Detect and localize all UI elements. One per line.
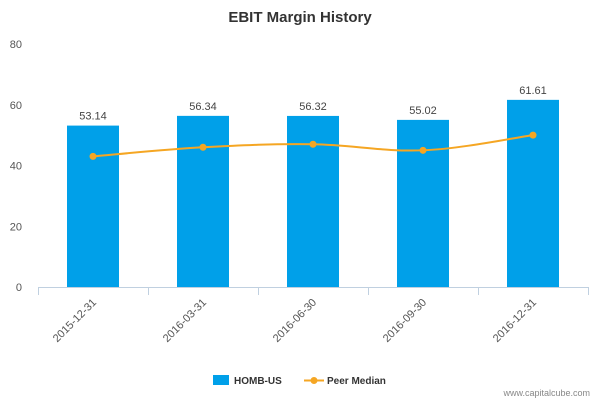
data-label: 61.61	[519, 85, 547, 97]
y-tick-label: 80	[10, 39, 22, 51]
data-labels: 53.14 56.34 56.32 55.02 61.61	[79, 85, 547, 123]
legend: HOMB-US Peer Median	[213, 375, 386, 387]
y-tick-label: 20	[10, 221, 22, 233]
peer-median-point	[309, 140, 317, 148]
bar	[507, 99, 559, 288]
x-axis: 2015-12-31 2016-03-31 2016-06-30 2016-09-30…	[38, 287, 589, 345]
x-tick-label: 2015-12-31	[51, 297, 99, 345]
legend-swatch-marker	[310, 377, 318, 384]
legend-label-bar: HOMB-US	[234, 376, 282, 387]
data-label: 56.34	[189, 101, 217, 113]
bar	[177, 115, 229, 287]
x-tick-label: 2016-12-31	[491, 297, 539, 345]
peer-median-point	[199, 143, 207, 151]
legend-swatch-bar	[213, 375, 229, 385]
bar-series	[67, 99, 559, 288]
data-label: 55.02	[409, 105, 437, 117]
y-tick-label: 40	[10, 161, 22, 173]
data-label: 53.14	[79, 111, 107, 123]
y-axis: 0 20 40 60 80	[10, 39, 22, 294]
peer-median-point	[529, 131, 537, 139]
line-series	[89, 131, 537, 160]
x-tick-label: 2016-06-30	[271, 297, 319, 345]
x-tick-label: 2016-09-30	[381, 297, 429, 345]
legend-label-line: Peer Median	[327, 376, 386, 387]
x-tick-label: 2016-03-31	[161, 297, 209, 345]
watermark: www.capitalcube.com	[502, 388, 590, 398]
peer-median-point	[89, 152, 97, 160]
chart-title: EBIT Margin History	[228, 9, 372, 26]
y-tick-label: 60	[10, 100, 22, 112]
peer-median-point	[419, 146, 427, 154]
bar	[397, 119, 449, 288]
data-label: 56.32	[299, 101, 327, 113]
y-tick-label: 0	[16, 282, 22, 294]
bar	[67, 125, 119, 287]
